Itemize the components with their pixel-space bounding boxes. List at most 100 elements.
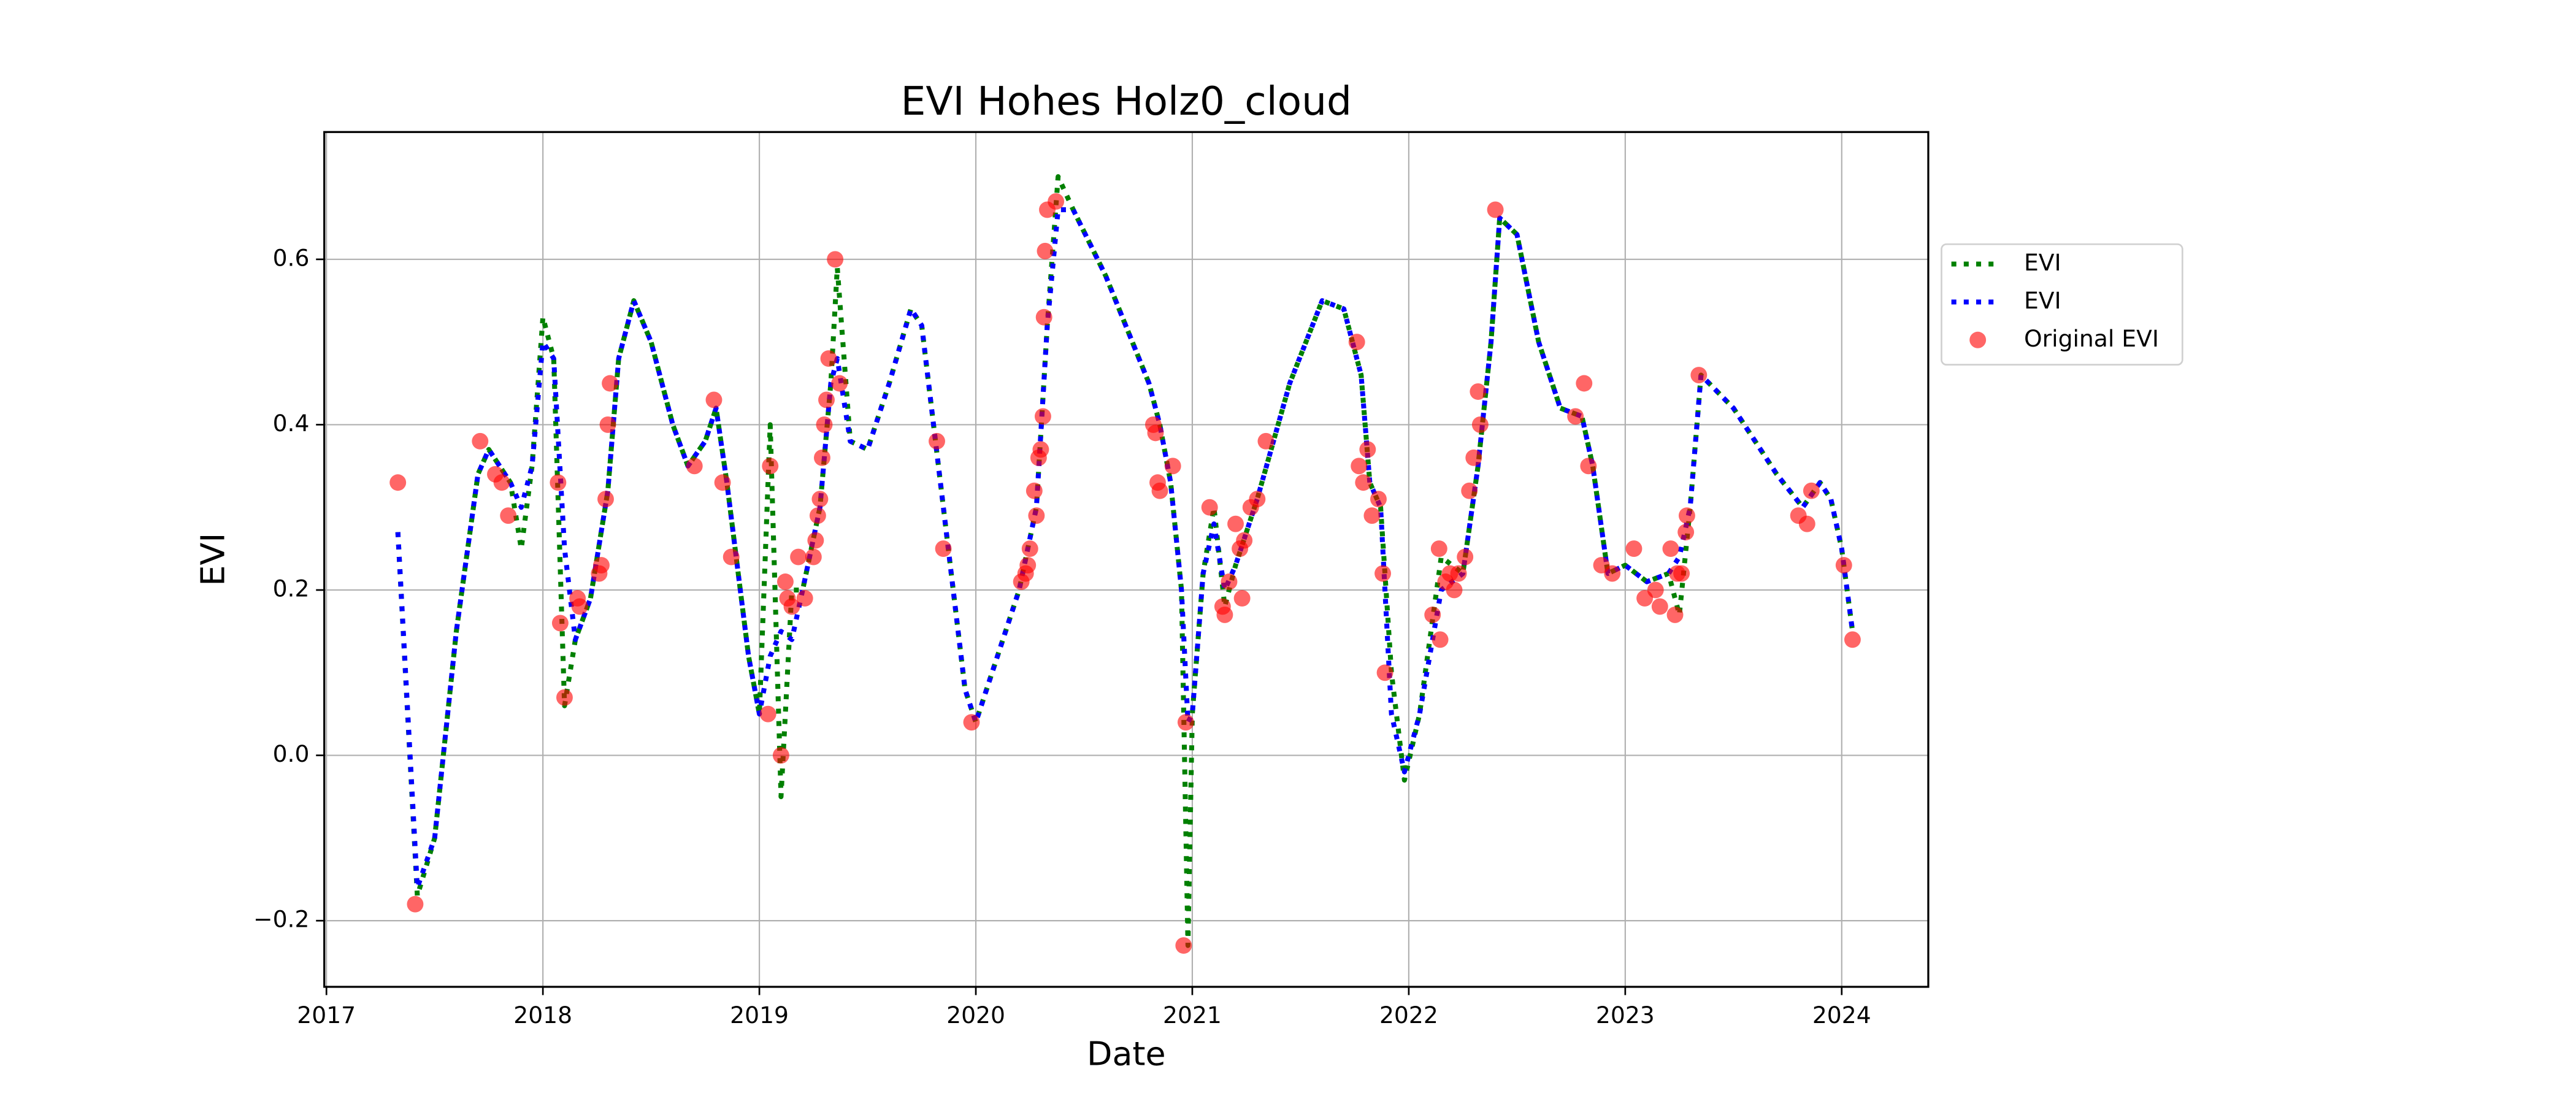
data-point	[1576, 375, 1593, 392]
data-point	[1151, 482, 1168, 499]
data-point	[827, 251, 844, 268]
data-point	[762, 458, 779, 475]
data-point	[686, 458, 703, 475]
x-tick-label: 2024	[1812, 1002, 1871, 1029]
data-point	[1647, 581, 1664, 599]
x-tick-label: 2018	[513, 1002, 572, 1029]
line-series	[395, 207, 1855, 891]
data-point	[602, 375, 619, 392]
data-point	[723, 548, 740, 565]
legend-box	[1941, 243, 2183, 366]
data-point	[599, 416, 616, 433]
data-point	[1844, 631, 1861, 648]
data-point	[820, 350, 837, 367]
data-point	[597, 491, 614, 508]
y-tick-label: 0.0	[273, 740, 310, 767]
data-point	[1032, 441, 1049, 458]
data-point	[772, 747, 789, 764]
data-point	[1835, 557, 1852, 573]
plot-frame	[323, 131, 1930, 988]
x-tick-label: 2017	[297, 1002, 356, 1029]
data-point	[1446, 581, 1463, 599]
data-point	[1662, 540, 1679, 558]
legend-label: EVI	[2024, 287, 2061, 314]
data-point	[1216, 606, 1233, 623]
data-point	[407, 895, 424, 913]
data-point	[1034, 408, 1051, 425]
legend-marker	[1969, 331, 1987, 348]
data-point	[1233, 590, 1251, 607]
x-tick-label: 2020	[946, 1002, 1005, 1029]
data-point	[1028, 507, 1045, 524]
data-point	[1424, 606, 1441, 623]
data-point	[790, 548, 807, 565]
data-point	[1249, 491, 1266, 508]
data-point	[1021, 540, 1038, 558]
data-point	[1487, 201, 1504, 218]
data-point	[1465, 449, 1482, 466]
data-point	[1461, 482, 1478, 499]
x-tick-label: 2023	[1596, 1002, 1655, 1029]
data-point	[1677, 524, 1695, 541]
data-point	[1164, 458, 1181, 475]
data-point	[1048, 193, 1065, 210]
y-tick-label: 0.2	[273, 575, 310, 602]
data-point	[714, 474, 731, 491]
data-point	[593, 557, 610, 573]
data-point	[776, 573, 794, 590]
data-point	[811, 491, 829, 508]
x-tick-label: 2021	[1163, 1002, 1222, 1029]
x-tick-label: 2022	[1379, 1002, 1438, 1029]
data-point	[1471, 416, 1489, 433]
data-point	[796, 590, 813, 607]
data-point	[1666, 606, 1684, 623]
y-tick-label: −0.2	[253, 906, 309, 933]
data-point	[1678, 507, 1695, 524]
data-point	[1025, 482, 1043, 499]
data-point	[1177, 714, 1194, 731]
x-axis-label: Date	[1087, 1035, 1166, 1073]
data-point	[1803, 482, 1820, 499]
data-point	[929, 432, 945, 450]
data-point	[1798, 515, 1815, 532]
data-point	[805, 548, 822, 565]
data-point	[1370, 491, 1387, 508]
chart-title: EVI Hohes Holz0_cloud	[901, 79, 1352, 125]
data-point	[1257, 432, 1275, 450]
line-series	[395, 174, 1855, 948]
data-point	[1359, 441, 1376, 458]
data-point	[556, 689, 573, 706]
data-point	[1363, 507, 1381, 524]
data-point	[1037, 242, 1054, 259]
data-point	[1019, 557, 1037, 573]
data-point	[500, 507, 517, 524]
y-axis-label: EVI	[194, 533, 232, 586]
data-point	[818, 391, 835, 408]
data-point	[1690, 367, 1708, 383]
data-point	[1673, 565, 1690, 582]
data-point	[493, 474, 510, 491]
data-point	[1450, 565, 1467, 582]
data-point	[389, 474, 407, 491]
data-point	[1470, 383, 1487, 400]
data-point	[1221, 573, 1238, 590]
data-point	[705, 391, 723, 408]
data-point	[831, 375, 848, 392]
data-point	[1035, 309, 1052, 326]
legend-label: EVI	[2024, 249, 2061, 276]
data-point	[783, 598, 800, 615]
data-point	[550, 474, 567, 491]
data-point	[1430, 540, 1447, 558]
legend-label: Original EVI	[2024, 325, 2159, 352]
data-point	[1625, 540, 1643, 558]
data-point	[472, 432, 489, 450]
data-point	[1351, 458, 1368, 475]
data-point	[1236, 532, 1253, 549]
data-point	[1457, 548, 1474, 565]
data-point	[1227, 515, 1244, 532]
data-point	[813, 449, 830, 466]
data-point	[816, 416, 833, 433]
